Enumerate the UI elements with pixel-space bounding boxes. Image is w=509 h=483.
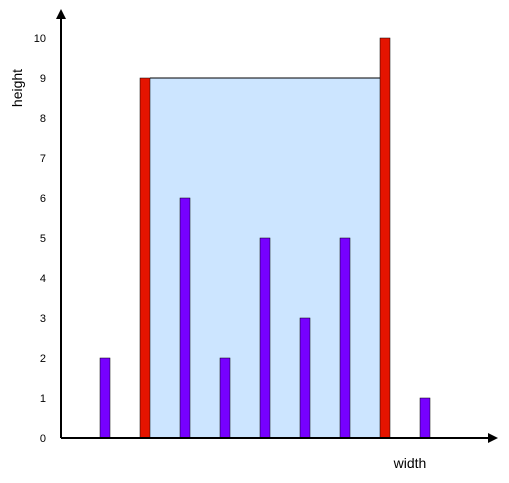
x-axis-title: width — [393, 455, 427, 471]
bar — [299, 317, 311, 439]
bar — [99, 357, 111, 439]
axes-layer — [56, 9, 498, 443]
highlighted-bar — [379, 37, 391, 439]
bar — [179, 197, 191, 439]
y-axis-title: height — [9, 69, 25, 107]
y-tick-labels: 0 1 2 3 4 5 6 7 8 9 10 — [34, 33, 46, 445]
y-tick-label: 0 — [40, 433, 46, 445]
y-tick-label: 10 — [34, 33, 46, 45]
bar — [339, 237, 351, 439]
highlighted-bar — [139, 77, 151, 439]
y-tick-label: 2 — [40, 353, 46, 365]
bars-layer — [99, 37, 431, 439]
y-tick-label: 3 — [40, 313, 46, 325]
y-tick-label: 1 — [40, 393, 46, 405]
y-tick-label: 5 — [40, 233, 46, 245]
y-tick-label: 8 — [40, 113, 46, 125]
bar — [419, 397, 431, 439]
y-tick-label: 4 — [40, 273, 46, 285]
bar — [259, 237, 271, 439]
y-tick-label: 6 — [40, 193, 46, 205]
y-tick-label: 9 — [40, 73, 46, 85]
y-tick-label: 7 — [40, 153, 46, 165]
bar — [219, 357, 231, 439]
